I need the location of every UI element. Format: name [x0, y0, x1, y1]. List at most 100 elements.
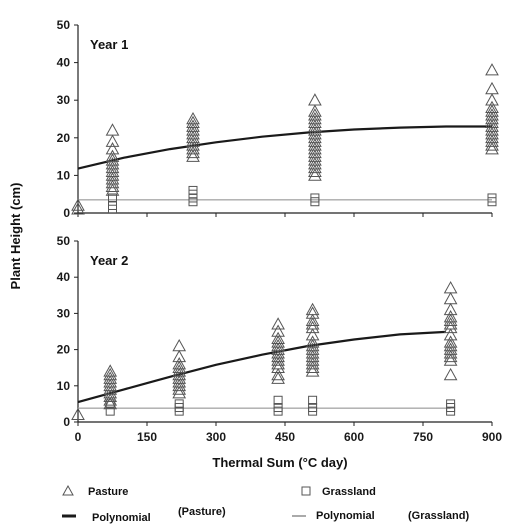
- x-tick-label: 150: [137, 430, 157, 444]
- data-point-pasture: [305, 317, 320, 330]
- data-point-pasture: [308, 153, 322, 166]
- data-point-grassland: [105, 406, 115, 416]
- data-point-grassland: [308, 395, 318, 405]
- data-point-pasture: [186, 119, 200, 132]
- data-point-pasture: [305, 357, 320, 370]
- data-point-pasture: [308, 127, 322, 140]
- data-point-pasture: [105, 142, 120, 155]
- data-point-pasture: [103, 396, 118, 410]
- data-point-pasture: [105, 179, 120, 192]
- data-point-pasture: [172, 360, 187, 373]
- data-point-pasture: [186, 142, 200, 155]
- data-point-pasture: [308, 93, 322, 106]
- data-point-pasture: [271, 371, 285, 384]
- data-point-pasture: [172, 357, 187, 370]
- data-point-pasture: [308, 104, 322, 117]
- data-point-pasture: [105, 134, 120, 147]
- data-point-pasture: [443, 367, 458, 381]
- data-point-pasture: [443, 353, 458, 366]
- x-tick-label: 900: [482, 430, 502, 444]
- data-point-pasture: [485, 93, 499, 106]
- data-point-pasture: [443, 281, 458, 294]
- data-point-grassland: [273, 406, 283, 416]
- data-point-pasture: [443, 349, 458, 363]
- y-tick-label: 30: [57, 306, 71, 320]
- chart-legend: Pasture Grassland Polynomial (Pasture) Polyn…: [62, 484, 469, 524]
- data-point-pasture: [186, 145, 200, 159]
- data-point-grassland: [308, 406, 318, 416]
- data-point-pasture: [485, 104, 499, 117]
- data-point-pasture: [485, 134, 499, 147]
- data-point-pasture: [172, 338, 187, 352]
- y-tick-label: 30: [57, 93, 71, 107]
- y-tick-label: 0: [63, 415, 70, 429]
- data-point-pasture: [172, 375, 187, 388]
- data-point-pasture: [103, 389, 118, 402]
- data-point-pasture: [308, 164, 322, 177]
- y-tick-label: 20: [57, 343, 71, 357]
- data-point-pasture: [186, 111, 200, 125]
- data-point-pasture: [186, 115, 200, 129]
- data-point-pasture: [271, 338, 285, 352]
- data-point-grassland: [108, 204, 117, 214]
- data-point-pasture: [443, 335, 458, 348]
- data-point-pasture: [308, 157, 322, 170]
- y-tick-label: 50: [57, 234, 71, 248]
- data-point-pasture: [485, 138, 499, 151]
- data-point-pasture: [308, 138, 322, 151]
- data-point-pasture: [308, 145, 322, 159]
- data-point-pasture: [172, 349, 187, 363]
- data-point-pasture: [443, 291, 458, 305]
- data-point-pasture: [308, 142, 322, 155]
- data-point-pasture: [308, 168, 322, 181]
- data-point-pasture: [186, 123, 200, 136]
- legend-label-fit-grassland-paren: (Grassland): [408, 510, 469, 522]
- data-point-pasture: [485, 100, 499, 114]
- data-point-pasture: [271, 335, 285, 348]
- data-point-pasture: [71, 198, 85, 211]
- data-point-pasture: [271, 357, 285, 370]
- data-point-pasture: [308, 149, 322, 162]
- data-point-pasture: [305, 302, 320, 316]
- data-point-pasture: [105, 172, 120, 185]
- data-point-pasture: [305, 349, 320, 363]
- data-point-pasture: [308, 108, 322, 121]
- data-point-pasture: [305, 346, 320, 359]
- data-point-pasture: [305, 313, 320, 326]
- legend-marker-pasture: [62, 484, 74, 496]
- panel-1: 0 10 20 30 40 50 Year 1: [57, 18, 499, 220]
- legend-label-fit-grassland: Polynomial: [316, 510, 375, 522]
- data-point-pasture: [103, 367, 118, 381]
- y-tick-label: 0: [63, 206, 70, 220]
- y-tick-label: 10: [57, 168, 71, 182]
- data-point-pasture: [485, 127, 499, 140]
- data-point-grassland: [446, 406, 456, 416]
- data-point-pasture: [308, 123, 322, 136]
- data-point-pasture: [172, 382, 187, 395]
- data-point-pasture: [71, 202, 85, 215]
- legend-marker-grassland: [301, 486, 311, 496]
- fit-line-pasture: [77, 330, 447, 404]
- data-point-pasture: [105, 160, 120, 174]
- y-tick-label: 10: [57, 379, 71, 393]
- data-point-pasture: [443, 313, 458, 326]
- data-point-pasture: [443, 317, 458, 330]
- panel-title: Year 2: [90, 253, 128, 268]
- data-point-pasture: [443, 320, 458, 334]
- data-point-pasture: [308, 115, 322, 129]
- legend-label-pasture: Pasture: [88, 486, 128, 498]
- data-point-pasture: [103, 364, 118, 377]
- data-point-pasture: [308, 160, 322, 174]
- data-point-pasture: [105, 164, 120, 177]
- data-point-pasture: [305, 328, 320, 341]
- data-point-pasture: [105, 183, 120, 196]
- data-point-pasture: [305, 360, 320, 373]
- data-point-pasture: [186, 149, 200, 162]
- data-point-grassland: [487, 197, 497, 207]
- data-point-pasture: [103, 375, 118, 388]
- data-point-pasture: [105, 175, 120, 189]
- data-point-grassland: [174, 406, 184, 416]
- chart-panels: 0 10 20 30 40 50 Year 1 0 10 20 30 40 50 0 150 300 450 60…: [57, 18, 503, 444]
- data-point-pasture: [271, 367, 285, 381]
